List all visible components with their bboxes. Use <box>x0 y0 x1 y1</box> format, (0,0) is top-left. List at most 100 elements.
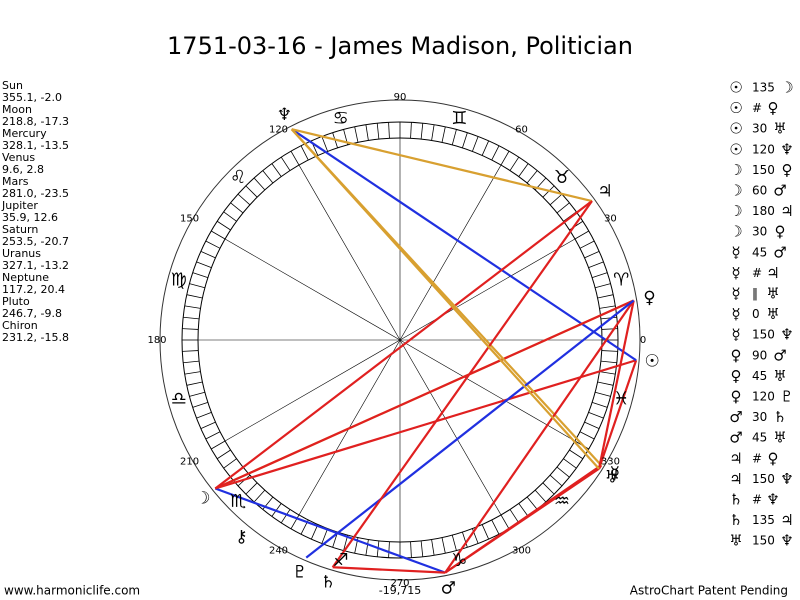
aspect-from: ☉ <box>729 120 742 138</box>
ring-tick <box>526 496 538 510</box>
aspect-from: ☽ <box>729 182 742 200</box>
aspect-to: ♅ <box>766 285 779 303</box>
axis-line <box>298 164 401 341</box>
planet-position: 327.1, -13.2 <box>2 259 69 272</box>
aspect-to: ♃ <box>780 202 793 220</box>
aspect-kind: # <box>752 493 762 507</box>
ring-tick <box>569 449 584 460</box>
ring-tick <box>420 540 424 557</box>
ring-tick <box>216 220 231 231</box>
ring-tick <box>599 305 616 309</box>
degree-label: 330 <box>601 457 620 468</box>
ring-tick <box>184 371 201 375</box>
ring-tick <box>245 185 258 198</box>
planet-glyph: ♃ <box>597 182 612 202</box>
ring-tick <box>192 272 209 278</box>
aspect-kind: 45 <box>752 431 767 445</box>
planet-glyph: ☿ <box>610 464 620 484</box>
planet-name: Mercury <box>2 127 47 140</box>
aspect-to: ♆ <box>780 470 793 488</box>
planet-glyph: ⚷ <box>235 527 247 547</box>
aspect-kind: # <box>752 101 762 115</box>
ring-tick <box>186 381 203 386</box>
planet-position: 231.2, -15.8 <box>2 331 69 344</box>
aspect-from: ♄ <box>729 511 742 529</box>
aspect-from: ☽ <box>729 202 742 220</box>
degree-label: 210 <box>180 457 199 468</box>
degree-label: 270 <box>390 578 409 589</box>
planet-name: Venus <box>2 151 35 164</box>
aspect-to: ♆ <box>780 326 793 344</box>
ring-tick <box>584 421 600 430</box>
aspect-to: ♅ <box>773 367 786 385</box>
aspect-from: ☿ <box>731 305 740 323</box>
ring-tick <box>526 170 538 184</box>
ring-tick <box>262 170 274 184</box>
zodiac-sign: ♋ <box>333 108 349 129</box>
ring-tick <box>205 431 221 440</box>
zodiac-sign: ♉ <box>554 167 570 188</box>
aspect-kind: 150 <box>752 472 775 486</box>
degree-label: 150 <box>180 214 199 225</box>
ring-tick <box>290 151 300 166</box>
ring-tick <box>462 132 468 149</box>
aspect-kind: 90 <box>752 348 767 362</box>
ring-tick <box>271 163 282 177</box>
ring-tick <box>595 391 611 397</box>
ring-tick <box>354 126 359 143</box>
ring-tick <box>365 124 369 141</box>
ring-tick <box>600 360 617 364</box>
planet-position: 328.1, -13.5 <box>2 139 69 152</box>
degree-label: 60 <box>515 125 528 136</box>
ring-tick <box>491 145 500 161</box>
ring-tick <box>518 163 529 177</box>
ring-tick <box>509 156 520 171</box>
aspect-kind: 135 <box>752 513 775 527</box>
degree-label: 300 <box>512 545 531 556</box>
ring-tick <box>597 294 614 299</box>
ring-tick <box>601 350 618 352</box>
ring-tick <box>509 509 520 524</box>
aspect-line <box>444 467 600 574</box>
aspect-from: ♀ <box>731 346 742 364</box>
axes <box>198 138 602 542</box>
ring-tick <box>420 123 424 140</box>
aspect-to: ♀ <box>768 449 779 467</box>
ring-tick <box>579 431 595 440</box>
ring-tick <box>223 458 237 469</box>
ring-tick <box>410 122 412 139</box>
aspect-from: ♂ <box>729 429 742 447</box>
ring-tick <box>388 122 390 139</box>
ring-tick <box>549 474 563 487</box>
ring-tick <box>186 294 203 299</box>
aspect-from: ♅ <box>729 532 742 550</box>
ring-tick <box>462 531 468 548</box>
planet-name: Uranus <box>2 247 41 260</box>
ring-tick <box>599 371 616 375</box>
aspect-from: ☽ <box>729 223 742 241</box>
aspect-from: ☿ <box>731 243 740 261</box>
aspect-to: ♃ <box>780 511 793 529</box>
aspect-kind: 150 <box>752 534 775 548</box>
ring-tick <box>556 202 570 214</box>
planet-position: 246.7, -9.8 <box>2 307 62 320</box>
aspect-to: ♂ <box>773 346 786 364</box>
aspect-from: ☿ <box>731 285 740 303</box>
planet-name: Jupiter <box>1 199 38 212</box>
aspect-kind: 30 <box>752 225 767 239</box>
ring-tick <box>410 541 412 558</box>
planet-glyph: ♄ <box>321 573 336 593</box>
aspect-from: ☉ <box>729 79 742 97</box>
ring-tick <box>189 391 205 397</box>
planet-name: Saturn <box>2 223 38 236</box>
ring-tick <box>365 539 369 556</box>
degree-label: 90 <box>394 92 407 103</box>
aspect-to: ♆ <box>766 491 779 509</box>
aspect-lines <box>214 128 638 574</box>
aspect-line <box>291 128 593 203</box>
ring-tick <box>223 211 237 222</box>
bottom-value: -19,715 <box>379 584 421 597</box>
ring-tick <box>200 421 216 430</box>
footer-left: www.harmoniclife.com <box>4 584 140 598</box>
